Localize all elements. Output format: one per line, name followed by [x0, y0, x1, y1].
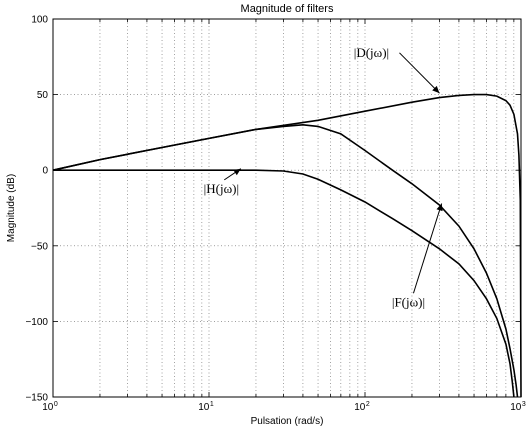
annotation-arrow-1: [399, 52, 440, 94]
curves: [52, 93, 522, 398]
annotation-label-1: |D(jω)|: [354, 45, 389, 60]
annotation-arrowhead-3: [436, 203, 443, 212]
series-line-2: [52, 123, 519, 398]
y-tick-label: −50: [31, 241, 48, 252]
y-tick-label: 0: [42, 166, 48, 177]
y-tick-label: −100: [25, 317, 48, 328]
annotation-arrowhead-1: [432, 85, 440, 94]
grid-lines: [53, 19, 521, 397]
series-line-3: [53, 169, 515, 398]
y-tick-label: −150: [25, 393, 48, 404]
annotation-arrow-3: [412, 203, 443, 294]
chart-title: Magnitude of filters: [241, 3, 334, 15]
annotation-label-2: |H(jω)|: [204, 181, 239, 196]
annotations: |D(jω)| |H(jω)| |F(jω)|: [204, 45, 443, 309]
y-tick-label: 50: [37, 90, 49, 101]
annotation-label-3: |F(jω)|: [392, 294, 425, 309]
y-axis-label: Magnitude (dB): [6, 174, 17, 242]
plot-frame: [52, 18, 522, 398]
y-tick-label: 100: [31, 15, 48, 26]
x-axis-label: Pulsation (rad/s): [251, 416, 324, 427]
annotation-arrowhead-2: [233, 168, 241, 176]
plot-border: [52, 18, 522, 398]
